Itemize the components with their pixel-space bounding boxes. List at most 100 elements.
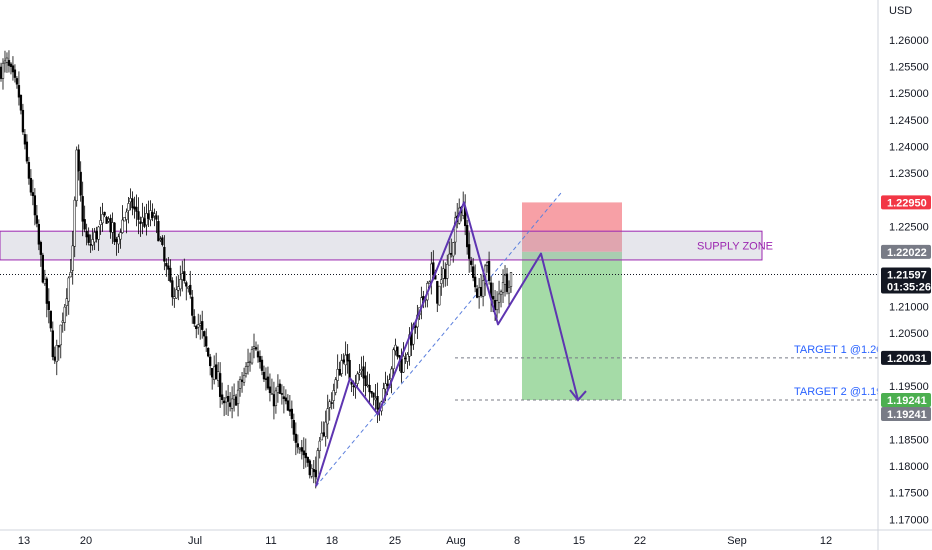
candle: [107, 216, 110, 224]
candle: [308, 459, 311, 479]
candle: [342, 353, 345, 365]
candle: [35, 204, 39, 228]
candle-body: [396, 346, 399, 357]
candle: [81, 181, 84, 237]
candle-body: [448, 253, 451, 266]
candle-body: [386, 383, 389, 386]
candle: [332, 383, 335, 409]
candle: [296, 434, 299, 454]
candle-body: [312, 469, 315, 473]
candle: [209, 353, 212, 376]
candle: [25, 134, 29, 164]
candle: [39, 240, 42, 267]
candle: [364, 361, 367, 397]
y-tick-label: 1.23500: [889, 168, 929, 180]
candle: [286, 394, 290, 411]
price-tag-label: 1.19241: [887, 395, 927, 407]
candle-body: [244, 366, 248, 375]
candle: [17, 71, 21, 106]
y-tick-label: 1.17000: [889, 514, 929, 526]
candle: [479, 274, 483, 298]
candle-body: [232, 395, 236, 400]
candle: [316, 447, 319, 480]
candle: [442, 260, 445, 288]
candle: [324, 410, 327, 447]
candle: [65, 288, 68, 317]
candle: [270, 378, 274, 395]
projection-path: [315, 201, 579, 487]
candle-body: [499, 291, 503, 295]
candle: [117, 233, 120, 253]
candle: [1, 58, 5, 90]
candle: [420, 286, 423, 320]
candle: [161, 235, 164, 247]
candle-body: [119, 232, 122, 240]
candle: [69, 259, 72, 278]
y-tick-label: 1.18500: [889, 434, 929, 446]
candle-body: [290, 408, 294, 420]
candle-body: [276, 386, 280, 393]
candle: [292, 413, 296, 441]
candle: [232, 383, 236, 412]
candle: [27, 156, 31, 185]
candle: [280, 384, 284, 405]
candle: [452, 242, 455, 263]
candle: [468, 232, 471, 273]
candle: [137, 197, 140, 235]
candle: [216, 362, 220, 388]
candle: [228, 392, 232, 412]
candle: [298, 447, 301, 454]
candle-body: [77, 149, 80, 172]
candle: [266, 366, 270, 390]
price-tag-bg: [881, 350, 931, 365]
candle: [149, 200, 152, 227]
candle-body: [19, 94, 23, 111]
candle-body: [117, 236, 120, 245]
candle-body: [15, 78, 19, 85]
candle: [147, 200, 150, 228]
candle-body: [503, 274, 507, 285]
candle-body: [149, 210, 152, 221]
candle: [185, 280, 188, 301]
candle: [203, 330, 206, 347]
candle-body: [342, 359, 345, 363]
candle-body: [306, 456, 309, 463]
candle-body: [141, 216, 144, 223]
candle-body: [284, 397, 288, 402]
candle: [416, 304, 419, 340]
candle: [272, 381, 276, 420]
candle: [428, 280, 431, 284]
candle-body: [310, 468, 313, 477]
y-tick-label: 1.24000: [889, 141, 929, 153]
candle-body: [153, 213, 156, 217]
candle: [67, 276, 70, 315]
candle-body: [89, 244, 92, 246]
x-tick-label: Sep: [727, 535, 747, 547]
candle-body: [501, 282, 505, 293]
candle-body: [336, 368, 339, 381]
candle-body: [39, 242, 42, 255]
candle-body: [450, 252, 453, 255]
candle: [473, 264, 477, 293]
y-tick-label: 1.22500: [889, 221, 929, 233]
candle-body: [197, 324, 200, 328]
candle: [406, 352, 409, 370]
candle-body: [123, 217, 126, 222]
candle: [5, 52, 9, 73]
candle: [360, 356, 363, 377]
candle: [167, 257, 170, 281]
candle-body: [97, 226, 100, 240]
y-tick-label: 1.24500: [889, 115, 929, 127]
candle-body: [165, 263, 168, 267]
candle-body: [17, 85, 21, 98]
candle: [338, 361, 341, 376]
candle: [197, 313, 200, 335]
candle-body: [47, 301, 50, 311]
candle-body: [262, 371, 266, 380]
candle-body: [324, 421, 327, 437]
candle-body: [83, 219, 86, 230]
candle: [105, 215, 108, 224]
x-tick-label: Jul: [188, 535, 202, 547]
price-tag-bg: [881, 267, 931, 294]
